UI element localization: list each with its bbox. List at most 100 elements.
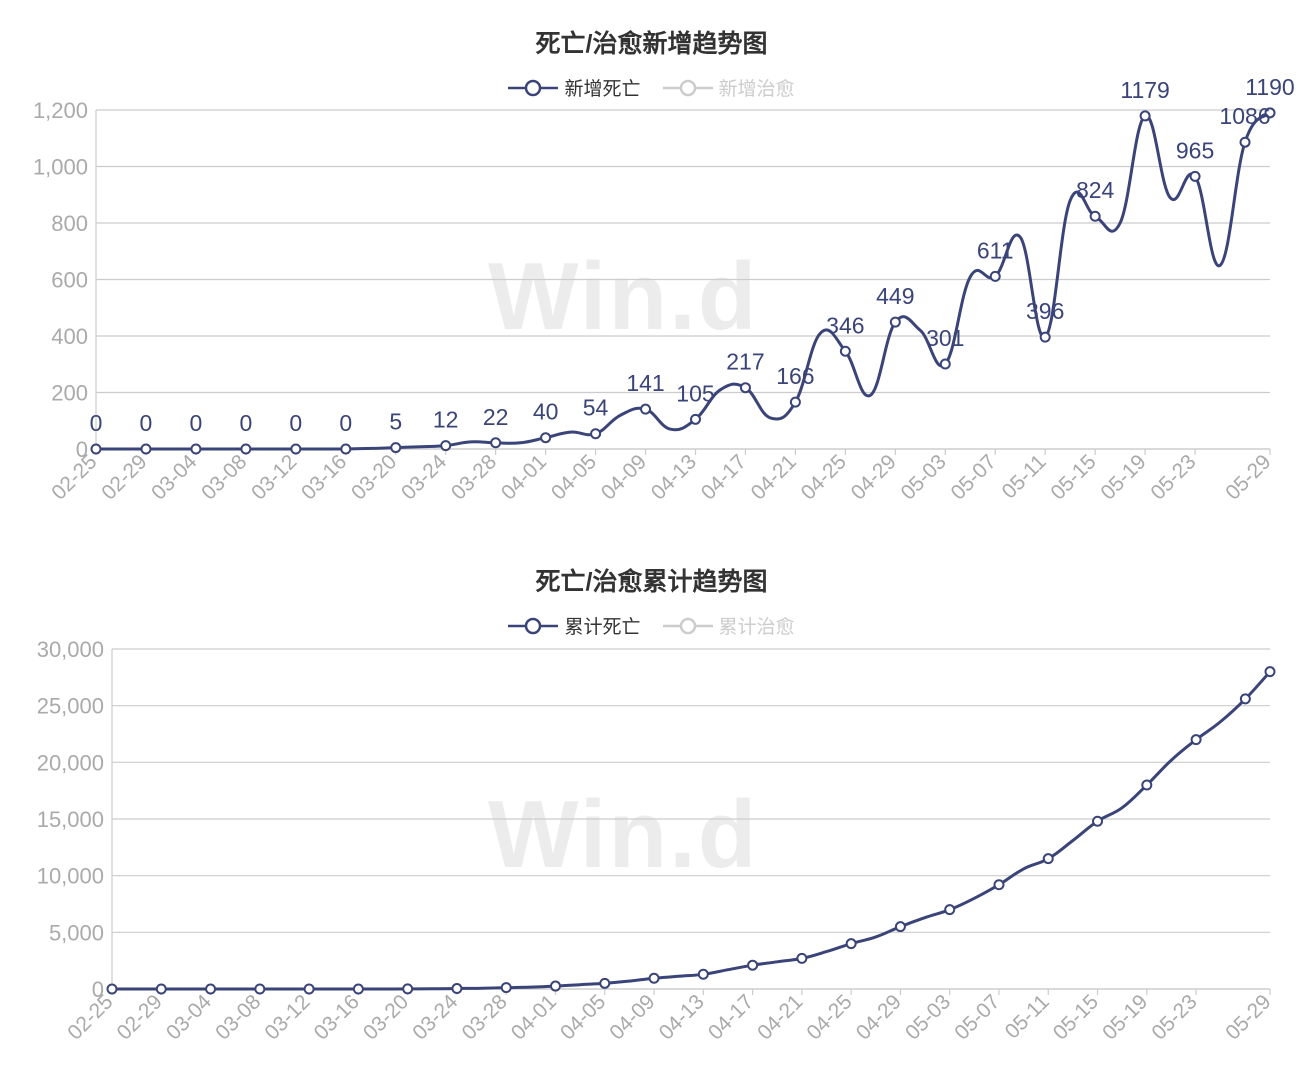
x-tick-label: 04-05 xyxy=(547,450,601,504)
data-point[interactable] xyxy=(894,921,906,933)
data-point[interactable] xyxy=(747,959,759,971)
x-tick-label: 04-21 xyxy=(747,450,801,504)
data-point[interactable] xyxy=(789,396,801,408)
legend-item-series-b[interactable]: 新增治愈 xyxy=(662,74,795,101)
data-point[interactable] xyxy=(989,270,1001,282)
data-point[interactable] xyxy=(205,983,217,995)
data-point[interactable] xyxy=(697,968,709,980)
x-tick-label: 05-23 xyxy=(1147,990,1201,1044)
data-point[interactable] xyxy=(106,983,118,995)
series-line xyxy=(111,670,1272,991)
data-point[interactable] xyxy=(390,442,402,454)
data-point[interactable] xyxy=(590,428,602,440)
legend-line-circle-icon xyxy=(662,79,713,96)
data-point[interactable] xyxy=(1239,136,1251,148)
data-point[interactable] xyxy=(352,983,364,995)
y-tick-label: 800 xyxy=(51,211,88,236)
legend-item-series-b[interactable]: 累计治愈 xyxy=(662,612,795,639)
data-label: 22 xyxy=(483,404,509,430)
data-label: 54 xyxy=(583,395,609,421)
x-tick-label: 03-28 xyxy=(457,990,511,1044)
legend-line-circle-icon xyxy=(662,617,713,634)
data-point[interactable] xyxy=(90,443,102,455)
legend-item-series-a[interactable]: 新增死亡 xyxy=(508,74,641,101)
data-label: 0 xyxy=(140,410,153,436)
data-point[interactable] xyxy=(290,443,302,455)
data-point[interactable] xyxy=(689,413,701,425)
data-point[interactable] xyxy=(1139,110,1151,122)
data-point[interactable] xyxy=(1092,815,1104,827)
data-point[interactable] xyxy=(993,879,1005,891)
data-point[interactable] xyxy=(889,316,901,328)
data-point[interactable] xyxy=(240,443,252,455)
data-point[interactable] xyxy=(796,952,808,964)
x-tick-label: 04-01 xyxy=(507,990,561,1044)
legend-label: 新增治愈 xyxy=(718,79,795,100)
y-tick-label: 200 xyxy=(51,381,88,406)
data-point[interactable] xyxy=(845,938,857,950)
data-label: 1086 xyxy=(1219,103,1270,129)
data-point[interactable] xyxy=(1264,666,1276,678)
data-point[interactable] xyxy=(451,983,463,995)
y-tick-label: 15,000 xyxy=(37,807,104,832)
x-tick-label: 02-29 xyxy=(97,450,151,504)
data-point[interactable] xyxy=(1039,331,1051,343)
x-tick-label: 02-25 xyxy=(47,450,101,504)
x-tick-label: 03-20 xyxy=(359,990,413,1044)
y-tick-label: 1,200 xyxy=(33,98,88,123)
chart-panel-new: 死亡/治愈新增趋势图 新增死亡 新增治愈 Win.d 0 200 400 600 800… xyxy=(0,0,1303,530)
data-point[interactable] xyxy=(340,443,352,455)
data-point[interactable] xyxy=(839,345,851,357)
x-tick-label: 05-03 xyxy=(901,990,955,1044)
data-point[interactable] xyxy=(939,358,951,370)
data-point[interactable] xyxy=(254,983,266,995)
x-tick-label: 05-15 xyxy=(1046,450,1100,504)
x-tick-label: 04-25 xyxy=(797,450,851,504)
data-label: 301 xyxy=(926,325,964,351)
data-label: 396 xyxy=(1026,298,1064,324)
data-point[interactable] xyxy=(944,904,956,916)
data-label: 965 xyxy=(1176,137,1214,163)
data-point[interactable] xyxy=(155,983,167,995)
data-point[interactable] xyxy=(1190,734,1202,746)
data-point[interactable] xyxy=(1042,853,1054,865)
legend-label: 新增死亡 xyxy=(564,79,641,100)
x-tick-label: 03-08 xyxy=(211,990,265,1044)
x-tick-label: 03-08 xyxy=(197,450,251,504)
x-tick-label: 04-25 xyxy=(802,990,856,1044)
data-point[interactable] xyxy=(1089,210,1101,222)
data-point[interactable] xyxy=(190,443,202,455)
data-point[interactable] xyxy=(140,443,152,455)
line-chart-plot: 0 5,000 10,000 15,000 20,000 25,000 30,000 02-2… xyxy=(37,637,1276,1045)
x-tick-label: 05-15 xyxy=(1049,990,1103,1044)
data-point[interactable] xyxy=(490,437,502,449)
data-point[interactable] xyxy=(500,982,512,994)
x-tick-label: 04-21 xyxy=(753,990,807,1044)
data-point[interactable] xyxy=(599,977,611,989)
data-point[interactable] xyxy=(440,440,452,452)
data-label: 0 xyxy=(289,410,302,436)
x-tick-label: 04-17 xyxy=(704,990,758,1044)
data-point[interactable] xyxy=(540,432,552,444)
x-tick-label: 04-09 xyxy=(597,450,651,504)
data-point[interactable] xyxy=(549,980,561,992)
data-label: 824 xyxy=(1076,177,1115,203)
y-tick-label: 0 xyxy=(76,437,88,462)
x-tick-label: 03-24 xyxy=(408,990,462,1044)
x-tick-label: 02-29 xyxy=(113,990,167,1044)
data-point[interactable] xyxy=(648,972,660,984)
y-tick-label: 5,000 xyxy=(49,920,104,945)
x-tick-label: 05-29 xyxy=(1221,990,1275,1044)
data-point[interactable] xyxy=(1264,107,1276,119)
data-point[interactable] xyxy=(402,983,414,995)
data-point[interactable] xyxy=(640,403,652,415)
x-tick-label: 05-29 xyxy=(1221,450,1275,504)
data-point[interactable] xyxy=(1141,779,1153,791)
legend-item-series-a[interactable]: 累计死亡 xyxy=(508,612,641,639)
data-point[interactable] xyxy=(1189,170,1201,182)
y-tick-label: 20,000 xyxy=(37,750,104,775)
data-point[interactable] xyxy=(739,382,751,394)
data-point[interactable] xyxy=(1239,693,1251,705)
x-tick-label: 04-29 xyxy=(852,990,906,1044)
data-point[interactable] xyxy=(303,983,315,995)
